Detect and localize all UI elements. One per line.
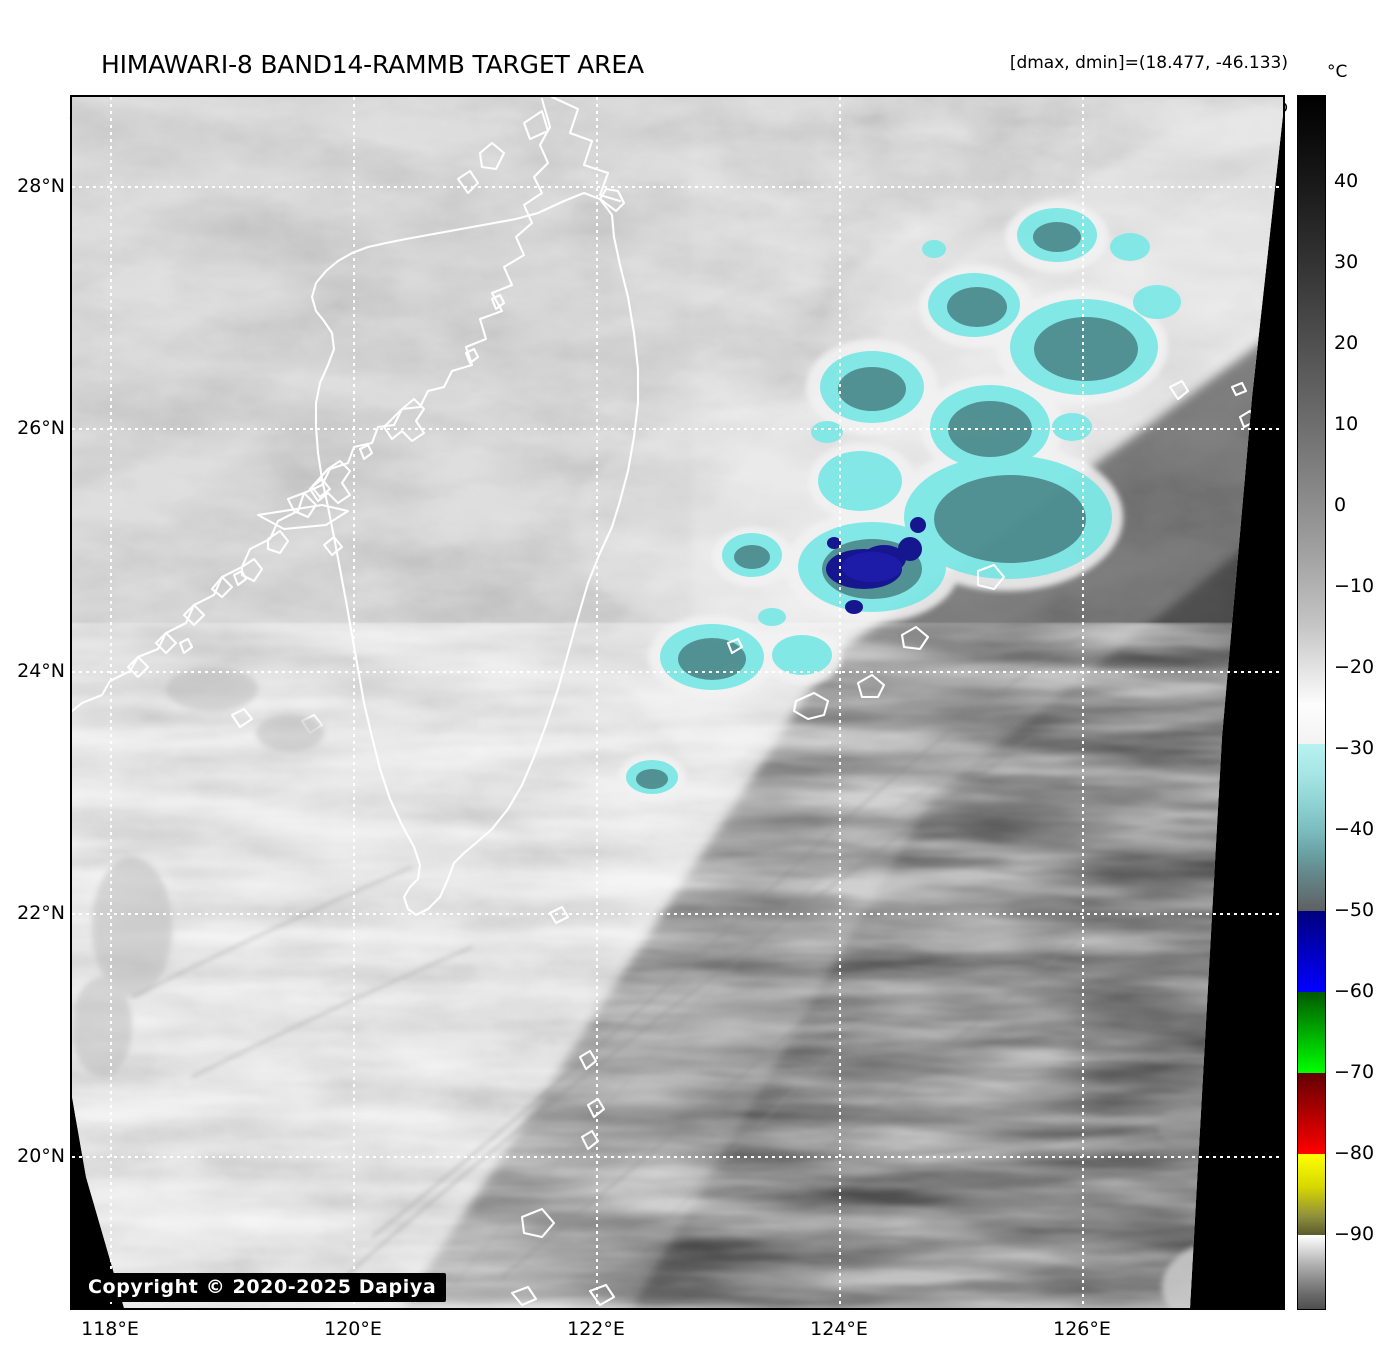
ytick-20N: 20°N (17, 1145, 65, 1167)
dminmax-label: [dmax, dmin]=(18.477, -46.133) (1009, 53, 1288, 73)
cbtick-m60: −60 (1334, 980, 1375, 1002)
cbtick-10: 10 (1334, 413, 1359, 435)
ytick-22N: 22°N (17, 902, 65, 924)
ytick-28N: 28°N (17, 175, 65, 197)
title-line: HIMAWARI-8 BAND14-RAMMB TARGET AREA (101, 50, 644, 79)
xtick-124E: 124°E (810, 1318, 868, 1340)
cbar-seg-gray-tail (1298, 1235, 1325, 1309)
cbtick-20: 20 (1334, 332, 1359, 354)
satellite-imagery (72, 97, 1283, 1308)
cbtick-m20: −20 (1334, 656, 1375, 678)
cbtick-m30: −30 (1334, 737, 1375, 759)
satellite-map[interactable]: Copyright © 2020-2025 Dapiya (70, 95, 1285, 1310)
cbtick-0: 0 (1334, 494, 1347, 516)
cbtick-30: 30 (1334, 251, 1359, 273)
cbtick-m80: −80 (1334, 1142, 1375, 1164)
cbtick-m70: −70 (1334, 1061, 1375, 1083)
cbar-seg-cyan-to-gray (1298, 744, 1325, 911)
cbar-seg-white-cap (1298, 703, 1325, 744)
cbtick-m40: −40 (1334, 818, 1375, 840)
copyright-badge: Copyright © 2020-2025 Dapiya (80, 1273, 447, 1302)
cbar-seg-blue (1298, 911, 1325, 992)
cbar-seg-red (1298, 1073, 1325, 1154)
ytick-24N: 24°N (17, 660, 65, 682)
xtick-120E: 120°E (324, 1318, 382, 1340)
xtick-118E: 118°E (81, 1318, 139, 1340)
cbar-seg-green (1298, 992, 1325, 1073)
ytick-26N: 26°N (17, 417, 65, 439)
colorbar-unit-label: °C (1327, 62, 1348, 82)
cbar-seg-yellow-olive (1298, 1154, 1325, 1235)
cbtick-m50: −50 (1334, 899, 1375, 921)
xtick-126E: 126°E (1053, 1318, 1111, 1340)
cbtick-40: 40 (1334, 170, 1359, 192)
xtick-122E: 122°E (567, 1318, 625, 1340)
temperature-colorbar[interactable] (1297, 95, 1326, 1310)
cbtick-m10: −10 (1334, 575, 1375, 597)
cbtick-m90: −90 (1334, 1223, 1375, 1245)
cbar-seg-grayscale-warm (1298, 96, 1325, 703)
